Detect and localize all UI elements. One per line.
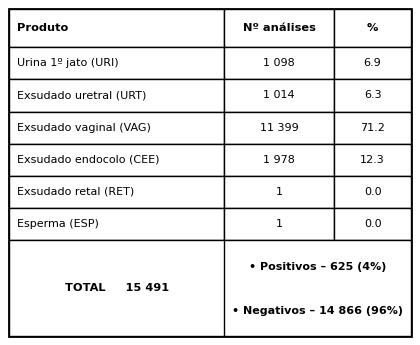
- Bar: [9, 240, 411, 336]
- Text: 12.3: 12.3: [360, 155, 385, 165]
- Bar: [224, 111, 334, 144]
- Text: 6.3: 6.3: [364, 90, 381, 100]
- Text: 1 014: 1 014: [263, 90, 295, 100]
- Bar: [9, 144, 224, 176]
- Text: • Positivos – 625 (4%): • Positivos – 625 (4%): [249, 262, 386, 272]
- Bar: [224, 79, 334, 111]
- Text: Exsudado endocolo (CEE): Exsudado endocolo (CEE): [17, 155, 159, 165]
- Text: 71.2: 71.2: [360, 122, 385, 132]
- Text: Urina 1º jato (URI): Urina 1º jato (URI): [17, 58, 118, 68]
- Bar: [334, 9, 411, 47]
- Text: 1 098: 1 098: [263, 58, 295, 68]
- Text: 1: 1: [276, 187, 283, 197]
- Text: Esperma (ESP): Esperma (ESP): [17, 219, 99, 229]
- Bar: [334, 176, 411, 208]
- Bar: [9, 47, 224, 79]
- Text: 11 399: 11 399: [260, 122, 299, 132]
- Bar: [224, 144, 334, 176]
- Text: 0.0: 0.0: [364, 187, 381, 197]
- Bar: [334, 79, 411, 111]
- Bar: [9, 208, 224, 240]
- Text: Nº análises: Nº análises: [243, 23, 316, 33]
- Bar: [224, 208, 334, 240]
- Bar: [334, 111, 411, 144]
- Bar: [9, 111, 224, 144]
- Text: TOTAL     15 491: TOTAL 15 491: [65, 283, 169, 293]
- Bar: [9, 9, 224, 47]
- Text: Exsudado uretral (URT): Exsudado uretral (URT): [17, 90, 146, 100]
- Text: Exsudado retal (RET): Exsudado retal (RET): [17, 187, 134, 197]
- Text: 0.0: 0.0: [364, 219, 381, 229]
- Bar: [334, 208, 411, 240]
- Text: %: %: [367, 23, 378, 33]
- Bar: [224, 47, 334, 79]
- Text: Exsudado vaginal (VAG): Exsudado vaginal (VAG): [17, 122, 151, 132]
- Text: • Negativos – 14 866 (96%): • Negativos – 14 866 (96%): [232, 306, 403, 316]
- Bar: [9, 176, 224, 208]
- Text: 1 978: 1 978: [263, 155, 295, 165]
- Text: Produto: Produto: [17, 23, 68, 33]
- Bar: [9, 79, 224, 111]
- Bar: [334, 47, 411, 79]
- Text: 1: 1: [276, 219, 283, 229]
- Bar: [224, 9, 334, 47]
- Text: 6.9: 6.9: [364, 58, 381, 68]
- Bar: [334, 144, 411, 176]
- Bar: [224, 176, 334, 208]
